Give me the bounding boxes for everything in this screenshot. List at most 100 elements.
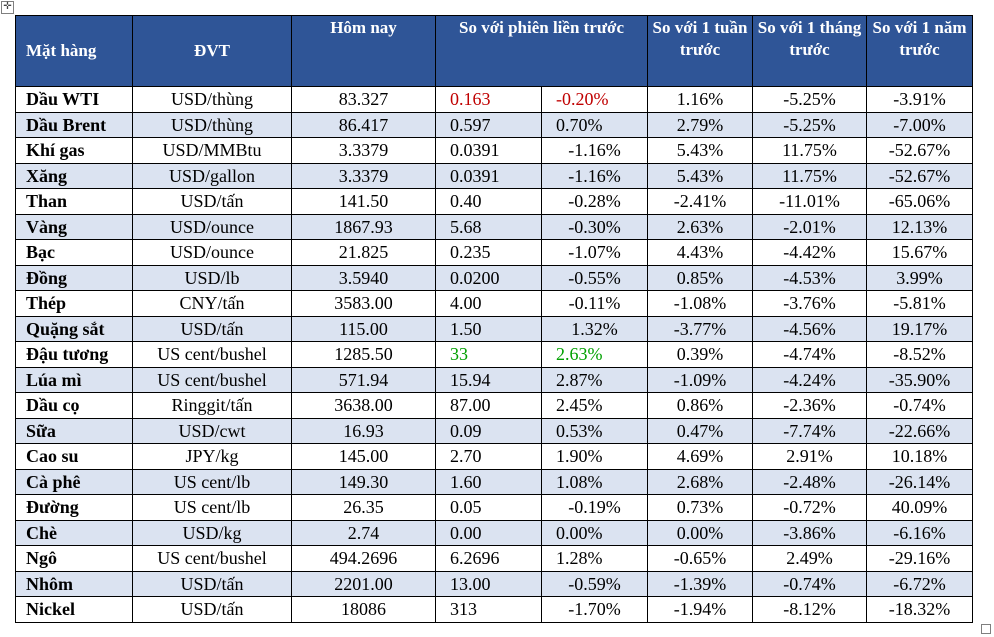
cell-month: -2.36% bbox=[752, 392, 868, 419]
cell-unit: USD/thùng bbox=[132, 111, 292, 138]
cell-year: -3.91% bbox=[866, 86, 974, 113]
cell-year: -8.52% bbox=[866, 341, 974, 368]
table-row: Dầu Brent USD/thùng 86.417 0.597 0.70% 2… bbox=[15, 111, 974, 138]
table-resize-handle-icon[interactable] bbox=[981, 624, 991, 634]
cell-unit: USD/ounce bbox=[132, 239, 292, 266]
cell-name: Dầu WTI bbox=[15, 86, 133, 113]
cell-name: Than bbox=[15, 188, 133, 215]
cell-today: 141.50 bbox=[291, 188, 436, 215]
cell-name: Cao su bbox=[15, 443, 133, 470]
cell-change-pct: -1.70% bbox=[540, 596, 649, 623]
cell-month: -2.01% bbox=[752, 213, 868, 240]
cell-unit: US cent/lb bbox=[132, 468, 292, 495]
cell-change-pct: 2.63% bbox=[540, 341, 649, 368]
cell-name: Chè bbox=[15, 519, 133, 546]
cell-month: -0.72% bbox=[752, 494, 868, 521]
header-hom-nay: Hôm nay bbox=[291, 15, 436, 87]
cell-change: 5.68 bbox=[435, 213, 542, 240]
cell-today: 26.35 bbox=[291, 494, 436, 521]
cell-month: -4.24% bbox=[752, 366, 868, 393]
cell-week: 0.85% bbox=[647, 264, 754, 291]
cell-unit: USD/thùng bbox=[132, 86, 292, 113]
cell-year: 40.09% bbox=[866, 494, 974, 521]
cell-week: -1.08% bbox=[647, 290, 754, 317]
cell-year: 19.17% bbox=[866, 315, 974, 342]
cell-today: 18086 bbox=[291, 596, 436, 623]
cell-change-pct: -1.16% bbox=[540, 162, 649, 189]
cell-today: 145.00 bbox=[291, 443, 436, 470]
cell-change: 0.163 bbox=[435, 86, 542, 113]
cell-year: -0.74% bbox=[866, 392, 974, 419]
cell-month: -4.56% bbox=[752, 315, 868, 342]
table-header-row: Mặt hàng ĐVT Hôm nay So với phiên liền t… bbox=[15, 15, 974, 87]
cell-month: -4.53% bbox=[752, 264, 868, 291]
cell-change: 0.05 bbox=[435, 494, 542, 521]
cell-name: Khí gas bbox=[15, 137, 133, 164]
cell-change: 0.40 bbox=[435, 188, 542, 215]
cell-change: 13.00 bbox=[435, 570, 542, 597]
cell-today: 86.417 bbox=[291, 111, 436, 138]
cell-unit: USD/cwt bbox=[132, 417, 292, 444]
cell-week: -3.77% bbox=[647, 315, 754, 342]
cell-today: 149.30 bbox=[291, 468, 436, 495]
cell-change: 0.09 bbox=[435, 417, 542, 444]
cell-month: -4.74% bbox=[752, 341, 868, 368]
cell-name: Ngô bbox=[15, 545, 133, 572]
cell-change: 4.00 bbox=[435, 290, 542, 317]
cell-change-pct: -0.20% bbox=[540, 86, 649, 113]
cell-name: Sữa bbox=[15, 417, 133, 444]
cell-today: 1285.50 bbox=[291, 341, 436, 368]
cell-unit: Ringgit/tấn bbox=[132, 392, 292, 419]
cell-month: -5.25% bbox=[752, 111, 868, 138]
header-so-voi-nam: So với 1 năm trước bbox=[866, 15, 974, 87]
cell-name: Vàng bbox=[15, 213, 133, 240]
cell-year: -52.67% bbox=[866, 137, 974, 164]
cell-week: 4.69% bbox=[647, 443, 754, 470]
cell-change-pct: -1.07% bbox=[540, 239, 649, 266]
cell-name: Cà phê bbox=[15, 468, 133, 495]
header-so-voi-phien: So với phiên liền trước bbox=[434, 15, 649, 87]
cell-month: -4.42% bbox=[752, 239, 868, 266]
cell-change: 1.60 bbox=[435, 468, 542, 495]
cell-unit: USD/gallon bbox=[132, 162, 292, 189]
cell-year: -65.06% bbox=[866, 188, 974, 215]
cell-week: 0.47% bbox=[647, 417, 754, 444]
cell-month: -0.74% bbox=[752, 570, 868, 597]
cell-month: -7.74% bbox=[752, 417, 868, 444]
header-dvt: ĐVT bbox=[132, 15, 292, 87]
cell-week: 5.43% bbox=[647, 137, 754, 164]
cell-month: -2.48% bbox=[752, 468, 868, 495]
cell-month: 11.75% bbox=[752, 137, 868, 164]
cell-week: -1.39% bbox=[647, 570, 754, 597]
cell-week: 0.73% bbox=[647, 494, 754, 521]
table-row: Đậu tương US cent/bushel 1285.50 33 2.63… bbox=[15, 341, 974, 368]
table-row: Than USD/tấn 141.50 0.40 -0.28% -2.41% -… bbox=[15, 188, 974, 215]
cell-today: 2201.00 bbox=[291, 570, 436, 597]
cell-today: 3.3379 bbox=[291, 137, 436, 164]
cell-today: 3638.00 bbox=[291, 392, 436, 419]
cell-change-pct: 0.70% bbox=[540, 111, 649, 138]
cell-change: 0.0200 bbox=[435, 264, 542, 291]
cell-change-pct: 1.08% bbox=[540, 468, 649, 495]
cell-name: Dầu Brent bbox=[15, 111, 133, 138]
cell-today: 1867.93 bbox=[291, 213, 436, 240]
cell-name: Quặng sắt bbox=[15, 315, 133, 342]
cell-change: 1.50 bbox=[435, 315, 542, 342]
cell-change-pct: 0.53% bbox=[540, 417, 649, 444]
table-move-handle-icon[interactable]: ✛ bbox=[1, 1, 14, 14]
cell-name: Thép bbox=[15, 290, 133, 317]
header-so-voi-thang: So với 1 tháng trước bbox=[752, 15, 868, 87]
cell-name: Dầu cọ bbox=[15, 392, 133, 419]
cell-year: -6.16% bbox=[866, 519, 974, 546]
table-row: Thép CNY/tấn 3583.00 4.00 -0.11% -1.08% … bbox=[15, 290, 974, 317]
cell-month: -11.01% bbox=[752, 188, 868, 215]
cell-month: 11.75% bbox=[752, 162, 868, 189]
cell-year: -35.90% bbox=[866, 366, 974, 393]
cell-month: -5.25% bbox=[752, 86, 868, 113]
cell-year: -5.81% bbox=[866, 290, 974, 317]
cell-change-pct: -0.19% bbox=[540, 494, 649, 521]
cell-name: Lúa mì bbox=[15, 366, 133, 393]
cell-change-pct: 2.87% bbox=[540, 366, 649, 393]
table-row: Khí gas USD/MMBtu 3.3379 0.0391 -1.16% 5… bbox=[15, 137, 974, 164]
cell-year: -18.32% bbox=[866, 596, 974, 623]
